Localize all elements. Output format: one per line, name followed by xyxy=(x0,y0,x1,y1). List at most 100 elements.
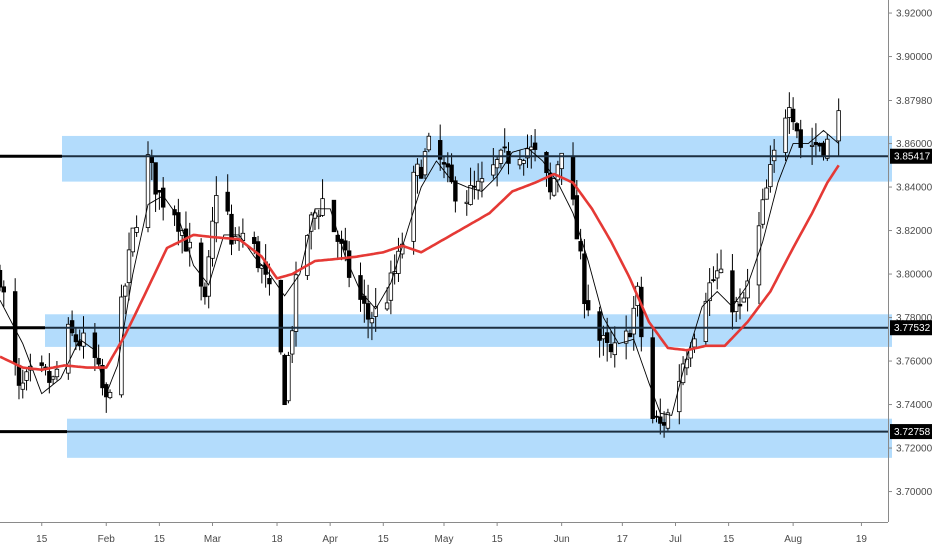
candle-body xyxy=(715,270,720,279)
candle-body xyxy=(126,249,132,284)
y-tick-label: 3.92000 xyxy=(896,9,932,20)
candle-body xyxy=(517,159,523,166)
candle-body xyxy=(604,332,610,343)
candle-body xyxy=(365,303,371,320)
candle-body xyxy=(415,163,420,177)
x-tick-label: 15 xyxy=(723,534,735,545)
candle-body xyxy=(544,151,549,174)
candle-body xyxy=(1,286,6,293)
candle-body xyxy=(206,256,211,297)
candle-body xyxy=(787,107,792,118)
candle-body xyxy=(104,384,109,398)
candle-body xyxy=(130,227,136,253)
candle-body xyxy=(718,268,724,274)
candle-body xyxy=(267,278,272,285)
candle-body xyxy=(658,416,663,424)
candle-body xyxy=(677,380,682,413)
levels-layer xyxy=(0,154,888,434)
candle-body xyxy=(631,307,636,335)
candle-body xyxy=(578,241,583,252)
y-tick-label: 3.74000 xyxy=(896,400,932,411)
candle-body xyxy=(707,282,712,302)
candle-body xyxy=(559,152,564,170)
candle-body xyxy=(582,253,587,305)
candle-body xyxy=(612,342,617,356)
candle-body xyxy=(525,148,530,159)
candle-body xyxy=(555,164,561,181)
candle-body xyxy=(551,178,557,196)
candle-body xyxy=(768,164,773,188)
candle-body xyxy=(100,364,105,389)
candle-body xyxy=(650,337,655,419)
candle-body xyxy=(0,269,3,288)
candle-body xyxy=(92,332,98,358)
candle-body xyxy=(24,371,29,381)
candle-body xyxy=(50,376,56,380)
candle-body xyxy=(680,363,686,384)
candle-body xyxy=(373,306,378,317)
candle-body xyxy=(305,235,310,276)
slow-moving-average-line xyxy=(0,164,840,372)
candle-body xyxy=(149,156,154,163)
candle-body xyxy=(286,355,291,402)
candle-body xyxy=(202,286,208,298)
candle-body xyxy=(449,164,454,183)
candle-body xyxy=(320,198,325,216)
candle-body xyxy=(438,140,443,160)
candle-body xyxy=(123,285,128,297)
candle-body xyxy=(69,320,75,334)
candle-body xyxy=(419,166,424,179)
candle-body xyxy=(134,227,139,233)
candle-body xyxy=(20,382,25,390)
candle-body xyxy=(278,279,284,353)
candle-body xyxy=(343,240,348,251)
moving-averages-layer xyxy=(0,129,840,416)
candle-body xyxy=(665,412,671,429)
candle-body xyxy=(756,225,762,286)
x-tick-label: 15 xyxy=(492,534,504,545)
candle-body xyxy=(308,214,314,232)
x-tick-label: 19 xyxy=(856,534,868,545)
candle-body xyxy=(494,159,500,169)
candle-body xyxy=(54,368,60,378)
candle-body xyxy=(445,163,450,168)
candle-body xyxy=(411,171,416,242)
candle-body xyxy=(692,338,697,348)
x-tick-label: Aug xyxy=(784,534,802,545)
candle-body xyxy=(369,318,375,324)
candle-body xyxy=(783,117,788,153)
x-tick-label: 15 xyxy=(378,534,390,545)
candle-body xyxy=(384,302,390,310)
candle-body xyxy=(475,180,481,191)
candle-body xyxy=(586,300,591,311)
candle-body xyxy=(187,241,192,249)
candle-body xyxy=(608,344,614,353)
y-tick-label: 3.87980 xyxy=(896,96,932,107)
candle-body xyxy=(229,213,234,245)
candle-body xyxy=(574,195,580,240)
candle-body xyxy=(107,391,113,399)
candle-body xyxy=(760,199,765,225)
candle-body xyxy=(400,243,405,255)
candle-body xyxy=(39,362,44,366)
candle-body xyxy=(764,187,769,200)
candle-body xyxy=(426,135,432,151)
candle-body xyxy=(813,142,819,145)
candle-body xyxy=(157,190,162,193)
price-label-text: 3.85417 xyxy=(894,152,931,163)
x-tick-label: Mar xyxy=(204,534,222,545)
candle-body xyxy=(741,297,746,303)
x-tick-label: Apr xyxy=(322,534,338,545)
y-tick-label: 3.86000 xyxy=(896,139,932,150)
candle-body xyxy=(47,371,52,383)
candle-body xyxy=(81,332,86,347)
candle-body xyxy=(225,191,230,212)
candle-body xyxy=(532,142,538,150)
zone-rect xyxy=(62,135,892,182)
price-label-text: 3.72758 xyxy=(894,427,931,438)
x-tick-label: Feb xyxy=(98,534,116,545)
x-tick-label: May xyxy=(435,534,454,545)
